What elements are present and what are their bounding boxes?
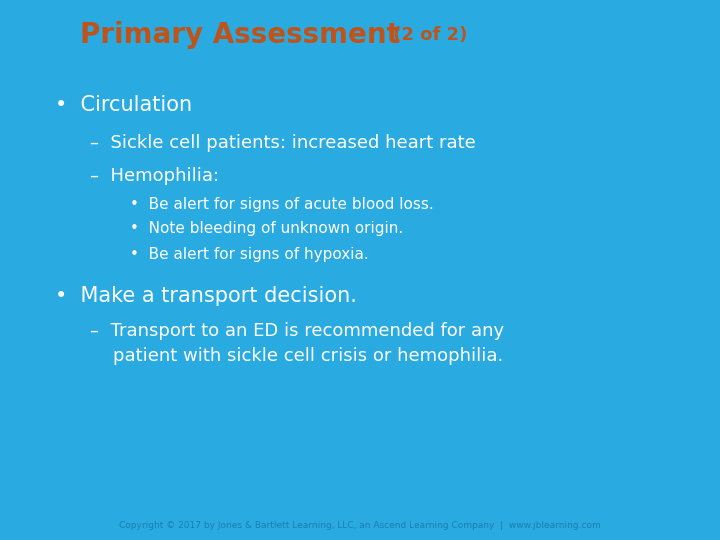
Text: patient with sickle cell crisis or hemophilia.: patient with sickle cell crisis or hemop… [90,347,503,365]
Text: •  Make a transport decision.: • Make a transport decision. [55,286,357,306]
Text: •  Note bleeding of unknown origin.: • Note bleeding of unknown origin. [130,221,403,237]
Text: Primary Assessment: Primary Assessment [80,21,400,49]
Text: –  Hemophilia:: – Hemophilia: [90,167,219,185]
Text: Copyright © 2017 by Jones & Bartlett Learning, LLC, an Ascend Learning Company  : Copyright © 2017 by Jones & Bartlett Lea… [119,522,601,530]
Text: –  Sickle cell patients: increased heart rate: – Sickle cell patients: increased heart … [90,134,476,152]
Text: –  Transport to an ED is recommended for any: – Transport to an ED is recommended for … [90,322,504,340]
Text: •  Be alert for signs of hypoxia.: • Be alert for signs of hypoxia. [130,246,369,261]
Text: •  Be alert for signs of acute blood loss.: • Be alert for signs of acute blood loss… [130,197,433,212]
Text: •  Circulation: • Circulation [55,95,192,115]
Text: (2 of 2): (2 of 2) [387,26,467,44]
